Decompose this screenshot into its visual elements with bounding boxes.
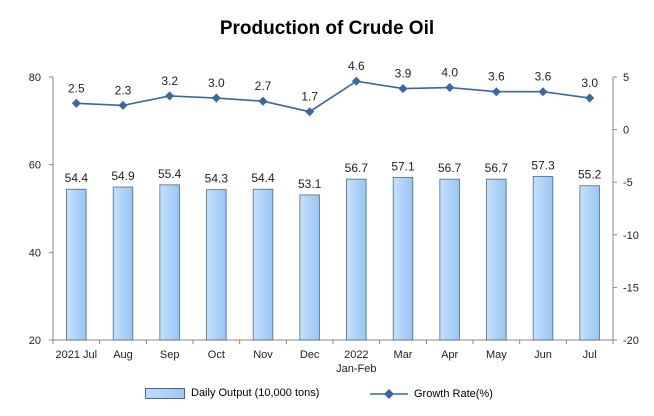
bar <box>66 188 87 341</box>
legend-swatch-line <box>370 387 408 401</box>
bar <box>252 188 274 341</box>
growth-rate-point <box>118 100 128 110</box>
bar-data-label: 55.4 <box>158 167 182 181</box>
y-left-tick-label: 40 <box>29 247 41 259</box>
x-tick-label: Mar <box>394 349 413 361</box>
legend-label-growth-rate: Growth Rate(%) <box>414 388 493 400</box>
x-tick-label: Aug <box>113 349 133 361</box>
bar <box>206 189 227 341</box>
legend-swatch-bar <box>145 387 185 399</box>
bar-data-label: 54.9 <box>111 169 135 183</box>
line-data-label: 1.7 <box>301 90 318 104</box>
bar <box>486 178 507 341</box>
bar-data-label: 57.1 <box>391 159 415 173</box>
line-data-label: 4.0 <box>441 66 458 80</box>
growth-rate-point <box>258 96 268 106</box>
bar-data-label: 54.4 <box>65 171 89 185</box>
bar-data-label: 56.7 <box>438 161 462 175</box>
y-right-tick-label: -10 <box>623 230 639 242</box>
x-tick-label: Dec <box>300 349 320 361</box>
line-data-label: 3.6 <box>488 70 505 84</box>
x-tick-label: May <box>486 349 507 361</box>
x-tick-label: Nov <box>253 349 273 361</box>
y-left-tick-label: 20 <box>29 335 41 347</box>
legend-item-daily-output: Daily Output (10,000 tons) <box>145 387 319 399</box>
x-tick-label: Jul <box>583 349 597 361</box>
bar <box>532 176 554 341</box>
bar <box>579 185 600 341</box>
bar-data-label: 57.3 <box>531 159 555 173</box>
chart-legend: Daily Output (10,000 tons) Growth Rate(%… <box>0 387 654 407</box>
x-tick-label: 2022 <box>344 349 368 361</box>
y-left-tick-label: 80 <box>29 72 41 84</box>
growth-rate-point <box>445 82 455 93</box>
bar-data-label: 54.4 <box>251 171 275 185</box>
growth-rate-point <box>538 87 548 97</box>
growth-rate-point <box>351 76 361 86</box>
x-tick-label: Oct <box>208 349 225 361</box>
line-data-label: 4.6 <box>348 59 365 73</box>
y-right-tick-label: -15 <box>623 282 639 294</box>
bar-data-label: 56.7 <box>345 161 369 175</box>
x-tick-label: Sep <box>160 349 180 361</box>
chart-title: Production of Crude Oil <box>219 18 435 39</box>
y-left-tick-label: 60 <box>29 160 41 172</box>
x-tick-label: Apr <box>441 349 458 361</box>
growth-rate-point <box>165 91 175 101</box>
line-data-label: 2.5 <box>68 81 85 95</box>
line-data-label: 3.0 <box>208 76 225 90</box>
bar-data-label: 54.3 <box>205 172 229 186</box>
bar <box>392 176 414 341</box>
legend-label-daily-output: Daily Output (10,000 tons) <box>191 387 320 399</box>
bar-data-label: 55.2 <box>578 168 602 182</box>
bar <box>346 178 367 341</box>
y-right-tick-label: 5 <box>623 72 629 84</box>
legend-item-growth-rate: Growth Rate(%) <box>370 387 493 401</box>
x-tick-label: Jan-Feb <box>336 363 376 375</box>
growth-rate-line <box>76 80 590 113</box>
growth-rate-point <box>585 93 595 103</box>
bar <box>299 194 320 341</box>
bar <box>112 186 134 341</box>
growth-rate-point <box>398 84 408 94</box>
x-tick-label: Jun <box>534 349 552 361</box>
bar-data-label: 53.1 <box>298 177 322 191</box>
y-right-tick-label: -5 <box>623 177 633 189</box>
y-right-tick-label: 0 <box>623 125 629 137</box>
line-data-label: 3.2 <box>161 74 178 88</box>
growth-rate-point <box>71 98 81 108</box>
line-data-label: 3.6 <box>535 70 552 84</box>
x-tick-label: 2021 Jul <box>56 349 98 361</box>
y-right-tick-label: -20 <box>623 335 639 347</box>
growth-rate-point <box>211 93 221 103</box>
line-data-label: 3.0 <box>581 76 598 90</box>
line-data-label: 2.3 <box>115 83 132 97</box>
bar <box>439 178 460 341</box>
growth-rate-point <box>305 107 315 117</box>
bar-data-label: 56.7 <box>485 161 509 175</box>
line-data-label: 2.7 <box>255 79 272 93</box>
bar <box>159 184 180 341</box>
line-data-label: 3.9 <box>395 67 412 81</box>
growth-rate-point <box>491 87 501 97</box>
